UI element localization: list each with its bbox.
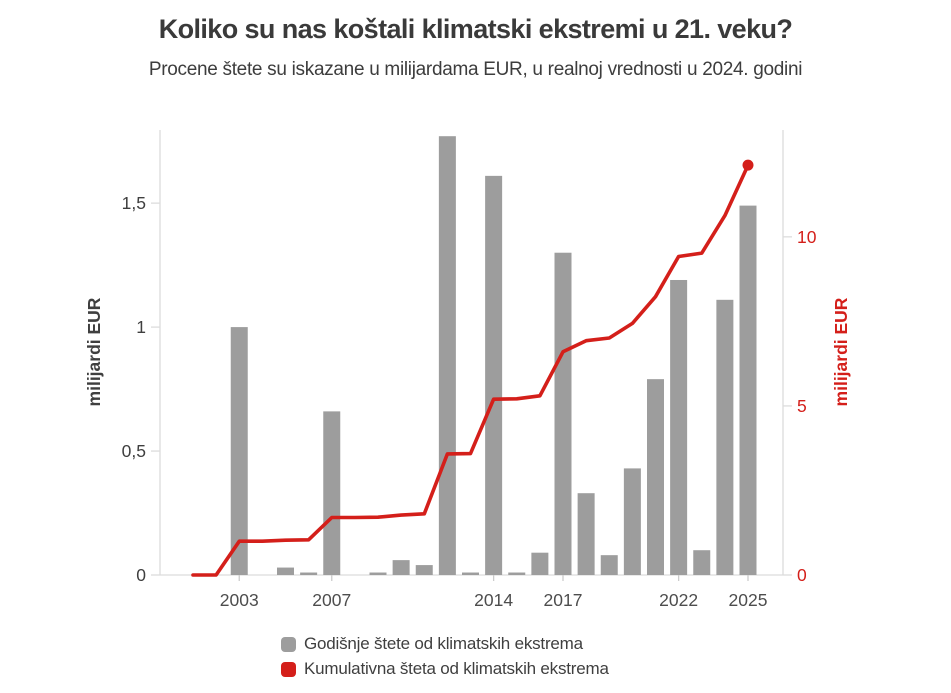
x-axis-year-label: 2025 xyxy=(729,590,768,610)
x-axis-year-label: 2003 xyxy=(220,590,259,610)
bar-2010 xyxy=(392,560,410,575)
bar-2023 xyxy=(693,550,711,575)
bar-2016 xyxy=(531,552,549,575)
cumulative-damage-swatch-icon xyxy=(281,661,296,677)
x-axis-year-label: 2014 xyxy=(474,590,513,610)
bar-2021 xyxy=(647,379,664,575)
bar-2015 xyxy=(508,572,526,575)
legend-label-cumulative: Kumulativna šteta od klimatskih ekstrema xyxy=(304,659,609,678)
left-axis-tick-label: 1,5 xyxy=(122,193,146,213)
annual-damage-swatch-icon xyxy=(281,636,296,652)
bar-2018 xyxy=(577,493,595,575)
bar-2024 xyxy=(716,299,734,575)
chart-title: Koliko su nas koštali klimatski ekstremi… xyxy=(158,14,793,44)
chart-legend: Godišnje štete od klimatskih ekstrema Ku… xyxy=(281,634,609,679)
line-end-dot xyxy=(742,159,754,171)
legend-item-annual: Godišnje štete od klimatskih ekstrema xyxy=(281,634,609,654)
x-axis-year-label: 2022 xyxy=(659,590,698,610)
x-axis-labels: 2003 2007 2014 2017 2022 2025 xyxy=(220,575,768,610)
bar-2022 xyxy=(670,279,688,575)
legend-label-annual: Godišnje štete od klimatskih ekstrema xyxy=(304,634,583,653)
chart-subtitle: Procene štete su iskazane u milijardama … xyxy=(148,59,803,80)
legend-item-cumulative: Kumulativna šteta od klimatskih ekstrema xyxy=(281,659,609,679)
bar-2006 xyxy=(300,572,318,575)
bar-2011 xyxy=(415,565,433,575)
right-axis-tick-label: 10 xyxy=(797,227,817,247)
bar-2007 xyxy=(323,411,341,575)
bar-2012 xyxy=(438,136,456,576)
left-axis-title: milijardi EUR xyxy=(84,297,104,406)
bar-2020 xyxy=(623,468,641,575)
cumulative-damage-line xyxy=(191,159,754,577)
left-axis-tick-label: 0 xyxy=(136,565,146,585)
bar-2013 xyxy=(462,572,479,575)
cumulative-line-path xyxy=(191,163,750,577)
bar-2003 xyxy=(230,327,248,575)
x-axis-year-label: 2007 xyxy=(312,590,351,610)
right-axis-title: milijardi EUR xyxy=(831,297,851,406)
x-axis-year-label: 2017 xyxy=(544,590,583,610)
bar-2019 xyxy=(600,555,618,575)
bar-2009 xyxy=(369,572,387,575)
right-axis-tick-label: 0 xyxy=(797,565,807,585)
left-axis: 0 0,5 1 1,5 milijardi EUR xyxy=(84,193,160,585)
left-axis-tick-label: 0,5 xyxy=(122,441,146,461)
bar-2017 xyxy=(554,252,572,575)
right-axis: 0 5 10 milijardi EUR xyxy=(783,227,851,585)
right-axis-tick-label: 5 xyxy=(797,396,807,416)
left-axis-tick-label: 1 xyxy=(136,317,146,337)
bar-2025 xyxy=(739,205,757,576)
annual-damage-bars xyxy=(230,136,757,576)
bar-2014 xyxy=(485,175,503,575)
bar-2005 xyxy=(277,567,294,575)
